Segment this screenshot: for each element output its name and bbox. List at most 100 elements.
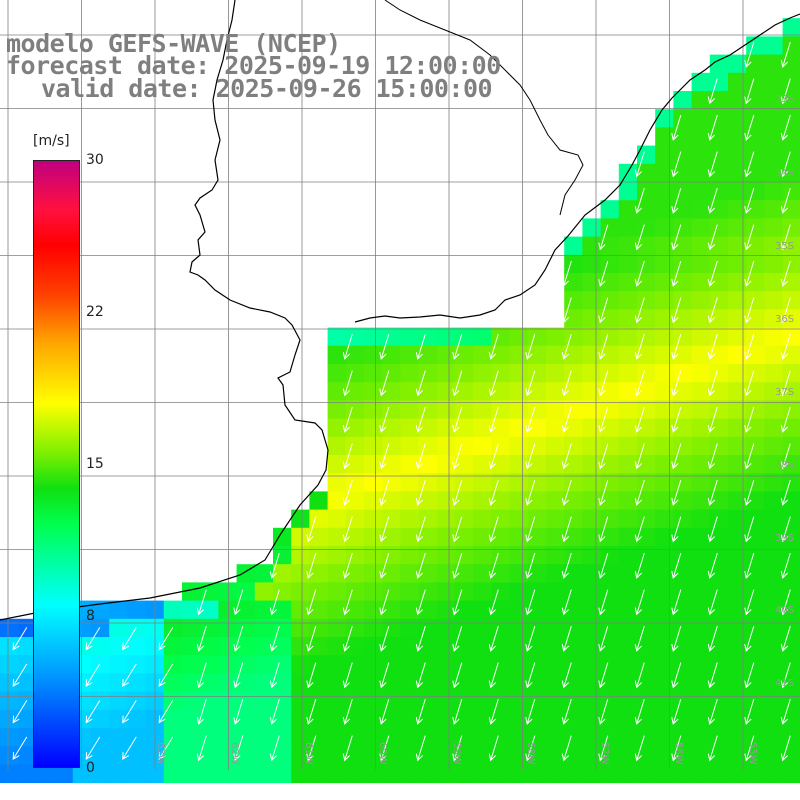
wind-speed-cell [527, 327, 547, 347]
wind-speed-cell [728, 582, 747, 602]
wind-speed-cell [691, 345, 711, 365]
wind-speed-cell [673, 600, 693, 620]
wind-speed-cell [254, 746, 274, 765]
wind-speed-cell [254, 564, 274, 583]
wind-speed-cell [728, 236, 747, 256]
wind-speed-cell [582, 509, 602, 529]
wind-speed-cell [345, 345, 365, 365]
wind-speed-cell [200, 746, 219, 765]
wind-speed-cell [782, 564, 800, 583]
wind-speed-cell [364, 709, 383, 729]
wind-arrow [452, 333, 463, 360]
wind-arrow [634, 552, 645, 579]
wind-speed-cell [673, 509, 693, 529]
wind-speed-cell [673, 655, 693, 674]
wind-speed-cell [691, 600, 711, 620]
wind-arrow [488, 406, 499, 433]
wind-speed-cell [691, 728, 711, 747]
wind-speed-cell [400, 746, 420, 765]
wind-speed-cell [673, 236, 693, 256]
wind-arrow [525, 516, 536, 543]
wind-speed-cell [418, 564, 438, 583]
wind-speed-cell [364, 509, 383, 529]
wind-speed-cell [600, 527, 620, 547]
wind-speed-cell [473, 655, 492, 674]
wind-speed-cell [582, 564, 602, 583]
wind-arrow [452, 443, 463, 470]
wind-speed-cell [709, 418, 729, 438]
wind-arrow [744, 589, 755, 616]
wind-speed-cell [746, 54, 765, 74]
wind-speed-cell [509, 673, 529, 693]
wind-speed-cell [36, 764, 56, 784]
wind-speed-cell [327, 436, 347, 456]
wind-speed-cell [600, 600, 620, 620]
wind-speed-cell [200, 582, 219, 602]
wind-arrow [488, 479, 499, 506]
wind-arrow [634, 735, 645, 762]
wind-speed-cell [746, 764, 765, 784]
wind-arrow [415, 333, 426, 360]
wind-speed-cell [782, 254, 800, 274]
wind-speed-cell [382, 491, 401, 511]
wind-speed-cell [618, 218, 638, 238]
wind-speed-cell [637, 291, 656, 310]
wind-speed-cell [637, 746, 656, 765]
wind-arrow [707, 662, 718, 689]
wind-speed-cell [127, 728, 147, 747]
wind-speed-cell [345, 364, 365, 383]
wind-speed-cell [345, 655, 365, 674]
wind-speed-cell [691, 182, 711, 201]
wind-speed-cell [18, 673, 37, 693]
wind-speed-cell [709, 291, 729, 310]
wind-speed-cell [709, 691, 729, 711]
wind-speed-cell [782, 200, 800, 219]
wind-speed-cell [709, 273, 729, 292]
wind-speed-cell [764, 618, 784, 638]
wind-speed-cell [436, 382, 456, 401]
wind-speed-cell [163, 637, 183, 656]
wind-speed-cell [564, 400, 583, 420]
lat-label: 35S [775, 241, 795, 252]
wind-speed-cell [600, 673, 620, 693]
wind-speed-cell [764, 564, 784, 583]
wind-arrow [671, 662, 682, 689]
wind-speed-cell [709, 200, 729, 219]
wind-arrow [379, 406, 390, 433]
wind-speed-cell [564, 455, 583, 474]
wind-speed-cell [509, 418, 529, 438]
wind-speed-cell [473, 455, 492, 474]
wind-speed-cell [728, 309, 747, 329]
wind-speed-cell [309, 600, 329, 620]
wind-speed-cell [709, 491, 729, 511]
wind-speed-cell [655, 709, 674, 729]
wind-speed-cell [418, 655, 438, 674]
wind-speed-cell [145, 764, 165, 784]
wind-speed-cell [546, 655, 565, 674]
wind-arrow [342, 698, 353, 725]
wind-speed-cell [600, 236, 620, 256]
wind-speed-cell [709, 91, 729, 110]
wind-speed-cell [382, 345, 401, 365]
wind-arrow [379, 552, 390, 579]
wind-speed-cell [637, 218, 656, 238]
wind-arrow [744, 662, 755, 689]
wind-speed-cell [564, 673, 583, 693]
wind-speed-cell [746, 509, 765, 529]
wind-speed-cell [782, 163, 800, 183]
wind-speed-cell [746, 309, 765, 329]
wind-speed-cell [473, 673, 492, 693]
wind-speed-cell [582, 309, 602, 329]
wind-speed-cell [491, 709, 511, 729]
wind-speed-cell [345, 582, 365, 602]
wind-speed-cell [491, 582, 511, 602]
wind-speed-cell [273, 600, 292, 620]
wind-speed-cell [728, 364, 747, 383]
wind-speed-cell [491, 364, 511, 383]
wind-speed-cell [436, 455, 456, 474]
wind-speed-cell [673, 764, 693, 784]
wind-arrow [488, 370, 499, 397]
wind-speed-cell [436, 400, 456, 420]
wind-speed-cell [400, 546, 420, 565]
wind-speed-cell [673, 418, 693, 438]
